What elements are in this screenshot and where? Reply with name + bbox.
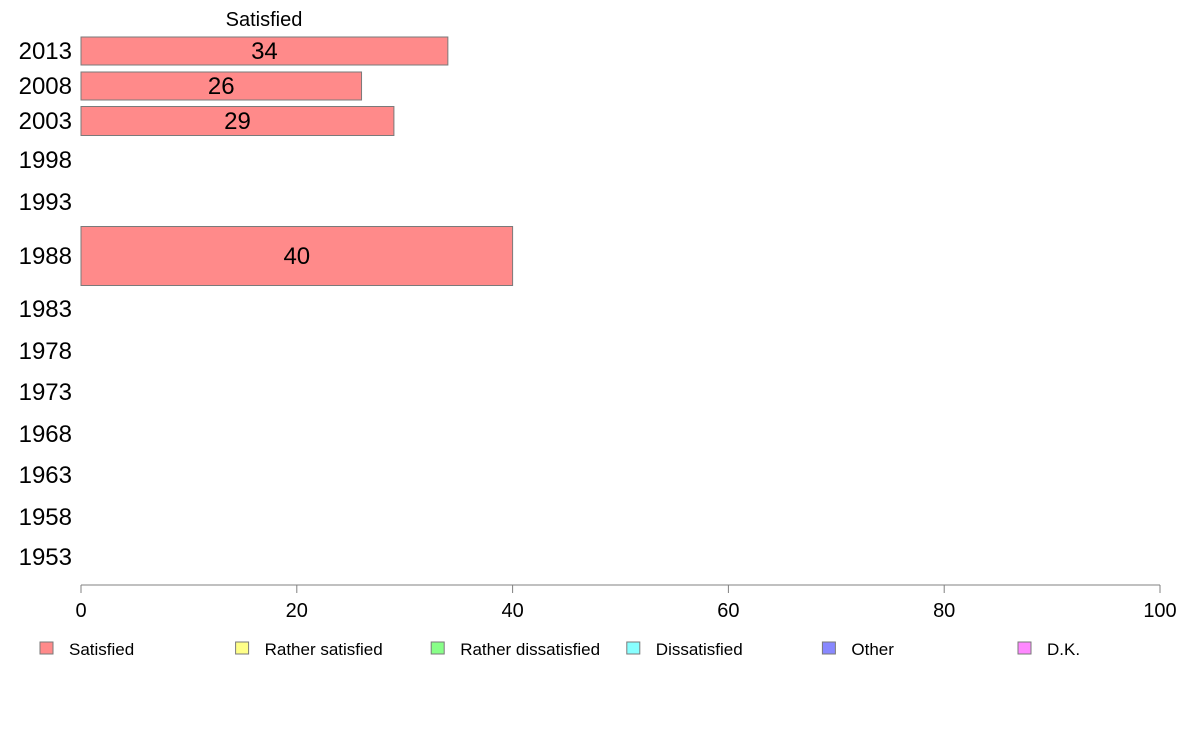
y-tick-label: 1953 xyxy=(19,544,72,571)
y-tick-label: 1988 xyxy=(19,243,72,270)
bar-value-label: 29 xyxy=(224,108,251,135)
x-tick-label: 40 xyxy=(501,600,523,622)
bar xyxy=(80,226,514,286)
bar-value-label: 40 xyxy=(283,243,310,270)
legend-swatch xyxy=(1017,641,1032,655)
legend-label: D.K. xyxy=(1047,640,1080,659)
x-axis: 0 20 40 60 80 100 xyxy=(75,584,1177,622)
legend-swatch xyxy=(235,641,250,655)
legend-swatch xyxy=(821,641,836,655)
column-title: Satisfied xyxy=(226,9,303,31)
y-tick-label: 1968 xyxy=(19,421,72,448)
y-tick-label: 1973 xyxy=(19,379,72,406)
y-tick-label: 1998 xyxy=(19,147,72,174)
bar-value-label: 34 xyxy=(251,38,278,65)
bar xyxy=(80,36,449,66)
y-tick-label: 1963 xyxy=(19,462,72,489)
legend-swatch xyxy=(39,641,54,655)
legend-swatch xyxy=(430,641,445,655)
legend-label: Rather satisfied xyxy=(265,640,383,659)
y-tick-label: 1993 xyxy=(19,189,72,216)
legend: Satisfied Rather satisfied Rather dissatis… xyxy=(39,640,1080,659)
bar xyxy=(80,106,395,136)
bar xyxy=(80,71,363,101)
x-tick-label: 80 xyxy=(933,600,955,622)
legend-label: Rather dissatisfied xyxy=(460,640,600,659)
bar-value-label: 26 xyxy=(208,73,235,100)
legend-swatch xyxy=(626,641,641,655)
legend-label: Dissatisfied xyxy=(656,640,743,659)
chart-rows: 2013 34 2008 26 2003 29 1998 1993 1988 40 1983 1978… xyxy=(19,36,514,571)
y-tick-label: 1978 xyxy=(19,338,72,365)
legend-label: Satisfied xyxy=(69,640,134,659)
x-tick-label: 20 xyxy=(286,600,308,622)
y-tick-label: 1958 xyxy=(19,504,72,531)
y-tick-label: 2003 xyxy=(19,108,72,135)
y-tick-label: 2008 xyxy=(19,73,72,100)
legend-label: Other xyxy=(851,640,894,659)
x-tick-label: 100 xyxy=(1143,600,1176,622)
y-tick-label: 1983 xyxy=(19,296,72,323)
y-tick-label: 2013 xyxy=(19,38,72,65)
x-tick-label: 0 xyxy=(75,600,86,622)
x-tick-label: 60 xyxy=(717,600,739,622)
